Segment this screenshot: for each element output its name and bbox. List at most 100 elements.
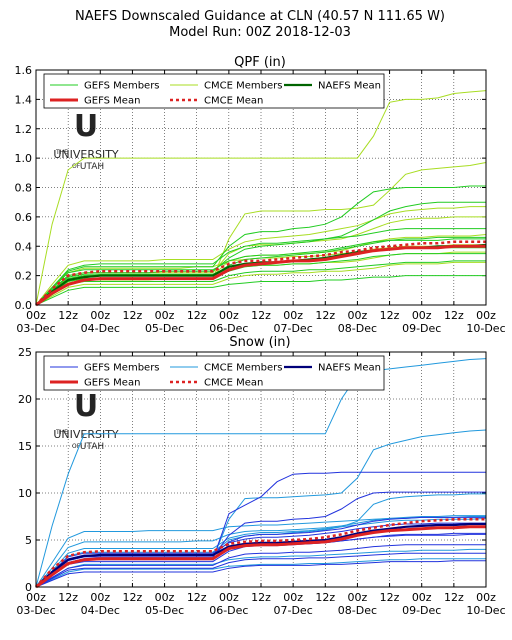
qpf-cmce-mean-line-1 <box>35 240 486 306</box>
snow-ytick-label: 25 <box>18 346 32 359</box>
snow-gefs-line-7 <box>35 560 486 588</box>
snow-watermark-of: OF <box>72 443 81 450</box>
qpf-legend-label-4: GEFS Mean <box>84 96 140 107</box>
qpf-date-label: 08-Dec <box>338 322 377 335</box>
snow-ytick-label: 10 <box>18 487 32 500</box>
qpf-xtick-label: 00z <box>283 309 303 322</box>
qpf-ytick-label: 1.2 <box>15 123 33 136</box>
snow-naefs-mean-line-1 <box>35 522 486 588</box>
snow-gefs-line-1 <box>35 491 486 588</box>
qpf-xtick-label: 12z <box>315 309 335 322</box>
qpf-ytick-label: 0.2 <box>15 270 33 283</box>
snow-xtick-label: 12z <box>444 591 464 604</box>
snow-watermark-line2: UTAH <box>80 442 104 452</box>
snow-gefs-line-6 <box>35 552 486 588</box>
snow-cmce-line-1 <box>35 358 487 588</box>
snow-date-label: 05-Dec <box>145 604 184 617</box>
snow-legend-label-3: NAEFS Mean <box>318 363 381 374</box>
qpf-legend-label-3: NAEFS Mean <box>318 81 381 92</box>
snow-watermark-pre: THE <box>55 429 68 436</box>
qpf-watermark-line1: UNIVERSITY <box>53 148 119 161</box>
snow-xtick-label: 00z <box>283 591 303 604</box>
qpf-cmce-line-8 <box>35 206 486 306</box>
qpf-watermark-of: OF <box>72 163 81 170</box>
qpf-date-label: 07-Dec <box>274 322 313 335</box>
snow-ytick-label: 0 <box>25 581 32 594</box>
qpf-ytick-label: 0.8 <box>15 182 33 195</box>
qpf-legend: GEFS Members CMCE Members NAEFS Mean GEFS M… <box>43 73 385 109</box>
snow-gefs-line-5 <box>35 544 486 588</box>
snow-xtick-label: 00z <box>412 591 432 604</box>
snow-legend-box <box>43 355 385 391</box>
qpf-ytick-label: 0.6 <box>15 211 33 224</box>
qpf-gefs-line-7 <box>35 275 486 306</box>
snow-cmce-line-8 <box>35 517 487 588</box>
qpf-xtick-label: 00z <box>219 309 239 322</box>
snow-ytick-label: 20 <box>18 393 32 406</box>
snow-date-label: 09-Dec <box>402 604 441 617</box>
qpf-xtick-label: 12z <box>380 309 400 322</box>
qpf-xtick-label: 12z <box>251 309 271 322</box>
snow-xtick-label: 00z <box>26 591 46 604</box>
snow-cmce-line-7 <box>35 558 486 588</box>
qpf-ytick-label: 1.6 <box>15 64 33 77</box>
snow-xtick-label: 00z <box>155 591 175 604</box>
qpf-legend-label-1: GEFS Members <box>84 81 160 92</box>
snow-xtick-label: 12z <box>58 591 78 604</box>
snow-panel-title: Snow (in) <box>229 335 290 350</box>
snow-gefs-line-9 <box>35 522 486 588</box>
qpf-watermark-logo: U <box>74 109 98 144</box>
qpf-xtick-label: 00z <box>26 309 46 322</box>
snow-cmce-mean-line-1 <box>35 518 486 588</box>
snow-xtick-label: 12z <box>123 591 143 604</box>
qpf-xtick-label: 12z <box>58 309 78 322</box>
qpf-ytick-label: 1.0 <box>15 152 33 165</box>
figure-subtitle: Model Run: 00Z 2018-12-03 <box>169 25 351 40</box>
qpf-xtick-label: 12z <box>444 309 464 322</box>
snow-date-label: 08-Dec <box>338 604 377 617</box>
qpf-gefs-line-1 <box>35 185 486 306</box>
qpf-gefs-line-9 <box>35 238 486 306</box>
figure-title: NAEFS Downscaled Guidance at CLN (40.57 … <box>75 9 445 24</box>
qpf-gefs-line-6 <box>35 260 486 306</box>
qpf-watermark-pre: THE <box>55 149 68 156</box>
qpf-watermark-line2: UTAH <box>80 162 104 172</box>
snow-legend-label-2: CMCE Members <box>204 363 282 374</box>
snow-xtick-label: 00z <box>476 591 496 604</box>
qpf-ytick-label: 1.4 <box>15 93 33 106</box>
snow-date-label: 04-Dec <box>81 604 120 617</box>
qpf-date-label: 05-Dec <box>145 322 184 335</box>
qpf-xtick-label: 00z <box>155 309 175 322</box>
qpf-panel-title: QPF (in) <box>234 55 286 70</box>
snow-watermark-logo: U <box>74 389 98 424</box>
qpf-legend-box <box>43 73 385 109</box>
qpf-cmce-line-7 <box>35 261 486 306</box>
qpf-date-label: 04-Dec <box>81 322 120 335</box>
qpf-date-label: 06-Dec <box>209 322 248 335</box>
qpf-ytick-label: 0.0 <box>15 299 33 312</box>
qpf-series-group <box>35 90 487 307</box>
snow-ytick-label: 5 <box>25 534 32 547</box>
snow-date-label: 10-Dec <box>466 604 505 617</box>
snow-xtick-label: 00z <box>219 591 239 604</box>
snow-gefs-mean-line-1 <box>35 525 486 589</box>
snow-xtick-label: 12z <box>315 591 335 604</box>
snow-xtick-label: 00z <box>90 591 110 604</box>
snow-cmce-line-6 <box>35 548 486 588</box>
snow-date-label: 07-Dec <box>274 604 313 617</box>
snow-xtick-label: 12z <box>380 591 400 604</box>
snow-xtick-label: 00z <box>348 591 368 604</box>
qpf-gefs-line-2 <box>35 201 486 306</box>
snow-ytick-label: 15 <box>18 440 32 453</box>
snow-legend-label-1: GEFS Members <box>84 363 160 374</box>
snow-date-label: 06-Dec <box>209 604 248 617</box>
snow-watermark-line1: UNIVERSITY <box>53 428 119 441</box>
qpf-legend-label-5: CMCE Mean <box>204 96 263 107</box>
qpf-legend-label-2: CMCE Members <box>204 81 282 92</box>
snow-legend-label-4: GEFS Mean <box>84 378 140 389</box>
snow-cmce-line-4 <box>35 515 486 588</box>
snow-date-label: 03-Dec <box>16 604 55 617</box>
qpf-xtick-label: 00z <box>90 309 110 322</box>
snow-legend: GEFS Members CMCE Members NAEFS Mean GEFS M… <box>43 355 385 391</box>
